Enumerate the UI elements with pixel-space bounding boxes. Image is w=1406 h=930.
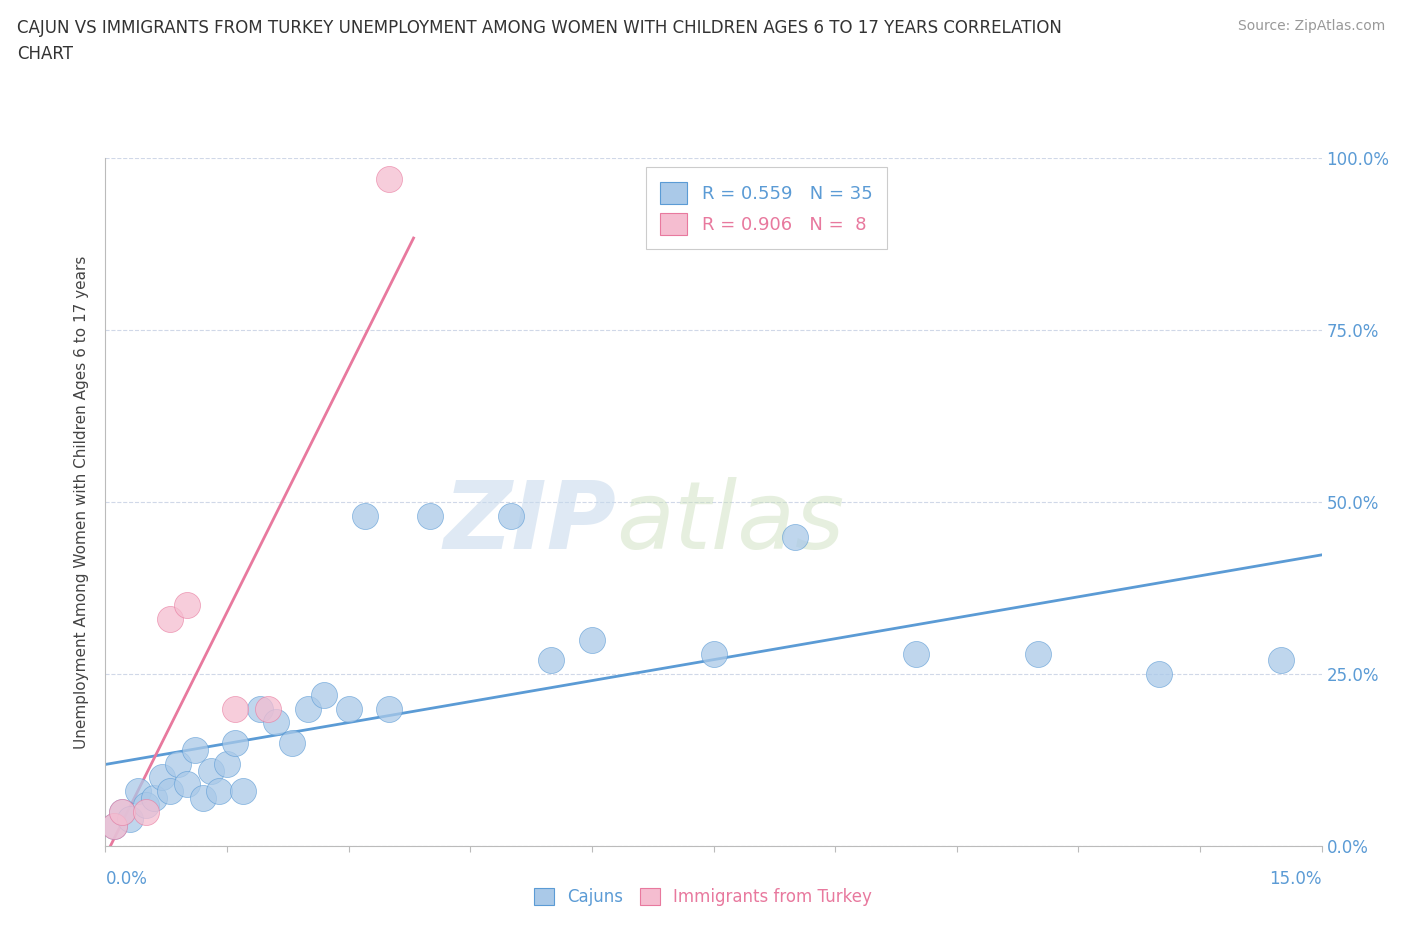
Point [167, 756, 190, 771]
Point [256, 701, 278, 716]
Point [297, 701, 319, 716]
Legend: R = 0.559   N = 35, R = 0.906   N =  8: R = 0.559 N = 35, R = 0.906 N = 8 [645, 167, 887, 249]
Text: atlas: atlas [616, 477, 845, 568]
Point [111, 804, 134, 819]
Point [281, 736, 304, 751]
Point [135, 798, 157, 813]
Point [378, 171, 401, 186]
Point [314, 687, 336, 702]
Point [159, 612, 181, 627]
Point [103, 818, 125, 833]
Point [378, 701, 401, 716]
Point [419, 509, 441, 524]
Text: 0.0%: 0.0% [105, 870, 148, 888]
Point [581, 632, 603, 647]
Y-axis label: Unemployment Among Women with Children Ages 6 to 17 years: Unemployment Among Women with Children A… [75, 256, 90, 749]
Point [208, 784, 231, 799]
Point [499, 509, 522, 524]
Point [1149, 667, 1171, 682]
Point [176, 598, 198, 613]
Text: CAJUN VS IMMIGRANTS FROM TURKEY UNEMPLOYMENT AMONG WOMEN WITH CHILDREN AGES 6 TO: CAJUN VS IMMIGRANTS FROM TURKEY UNEMPLOY… [17, 19, 1062, 63]
Point [103, 818, 125, 833]
Point [783, 529, 806, 544]
Point [1270, 653, 1292, 668]
Point [150, 770, 173, 785]
Point [249, 701, 271, 716]
Point [111, 804, 134, 819]
Point [540, 653, 562, 668]
Legend: Cajuns, Immigrants from Turkey: Cajuns, Immigrants from Turkey [527, 881, 879, 912]
Point [143, 790, 166, 805]
Point [264, 715, 287, 730]
Point [118, 811, 141, 826]
Point [127, 784, 149, 799]
Point [1026, 646, 1049, 661]
Point [224, 701, 246, 716]
Point [232, 784, 254, 799]
Text: ZIP: ZIP [443, 477, 616, 569]
Point [217, 756, 239, 771]
Point [354, 509, 377, 524]
Text: 15.0%: 15.0% [1270, 870, 1322, 888]
Point [183, 742, 205, 757]
Point [337, 701, 360, 716]
Point [176, 777, 198, 791]
Point [159, 784, 181, 799]
Point [702, 646, 725, 661]
Point [191, 790, 214, 805]
Point [905, 646, 928, 661]
Point [224, 736, 246, 751]
Point [135, 804, 157, 819]
Text: Source: ZipAtlas.com: Source: ZipAtlas.com [1237, 19, 1385, 33]
Point [200, 764, 222, 778]
